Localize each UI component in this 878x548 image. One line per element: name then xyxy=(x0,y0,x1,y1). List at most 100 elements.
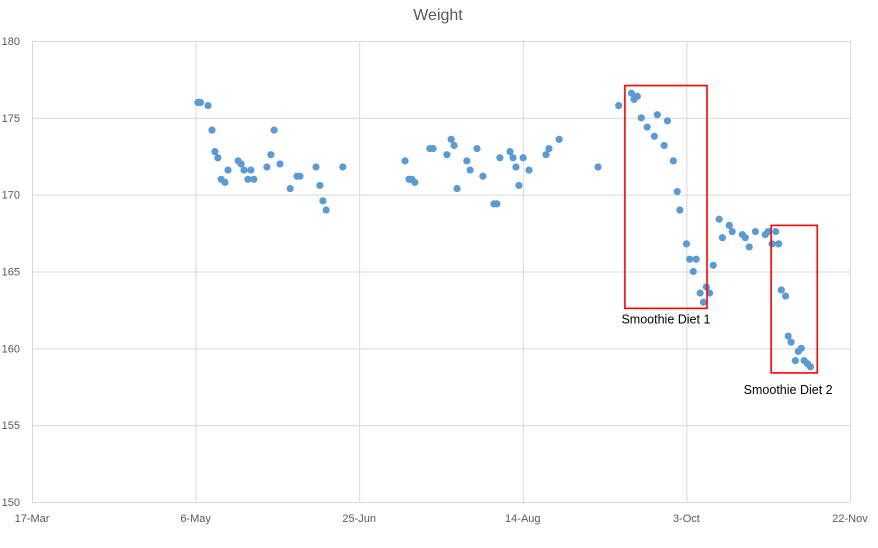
chart-title: Weight xyxy=(413,7,463,24)
y-tick-label: 165 xyxy=(2,267,20,279)
annotations: Smoothie Diet 1 Smoothie Diet 2 xyxy=(621,84,833,397)
y-tick-label: 150 xyxy=(2,497,20,509)
data-point xyxy=(447,135,455,143)
x-tick-label: 17-Mar xyxy=(15,513,50,525)
x-tick-label: 3-Oct xyxy=(673,513,700,525)
y-tick-label: 175 xyxy=(2,113,20,125)
data-point xyxy=(637,114,645,122)
data-point xyxy=(781,292,790,300)
data-point xyxy=(692,255,700,263)
data-point xyxy=(709,261,717,269)
data-point xyxy=(267,151,275,159)
data-point xyxy=(728,227,736,236)
data-point xyxy=(627,89,636,97)
data-point xyxy=(411,178,419,186)
data-point xyxy=(686,255,694,263)
data-point xyxy=(706,289,714,297)
data-point xyxy=(725,221,733,229)
data-point xyxy=(741,234,749,242)
data-point xyxy=(204,101,212,110)
data-point xyxy=(443,151,451,159)
data-point xyxy=(429,144,437,153)
data-point xyxy=(466,166,474,174)
x-tick-label: 25-Jun xyxy=(342,513,376,525)
data-point xyxy=(493,200,501,208)
data-point xyxy=(479,172,487,180)
x-tick-label: 22-Nov xyxy=(832,513,868,525)
data-point xyxy=(322,206,330,214)
annotation-box xyxy=(770,224,819,374)
data-point xyxy=(316,181,324,190)
data-point xyxy=(463,157,471,165)
data-point xyxy=(784,332,792,340)
data-point xyxy=(450,141,458,150)
data-point xyxy=(643,123,651,131)
x-tick-label: 14-Aug xyxy=(505,513,540,525)
data-point xyxy=(718,234,726,242)
data-point xyxy=(453,184,461,193)
data-point xyxy=(777,286,785,294)
data-point xyxy=(519,154,527,162)
y-tick-label: 170 xyxy=(2,190,20,202)
data-point xyxy=(237,160,245,168)
data-point xyxy=(806,363,815,371)
data-point xyxy=(319,197,327,205)
data-point xyxy=(506,148,514,156)
data-point xyxy=(673,187,681,196)
data-point xyxy=(545,144,553,153)
data-point xyxy=(196,98,205,107)
data-point xyxy=(263,163,271,171)
data-point xyxy=(312,163,320,171)
data-point xyxy=(542,151,550,159)
annotation-label: Smoothie Diet 1 xyxy=(621,312,710,326)
data-point xyxy=(286,184,294,193)
data-point xyxy=(401,157,409,165)
data-point xyxy=(594,163,602,171)
data-point xyxy=(653,111,661,119)
data-point xyxy=(211,148,219,156)
y-tick-label: 160 xyxy=(2,343,20,355)
data-point xyxy=(751,227,760,236)
data-point xyxy=(214,154,222,162)
data-point xyxy=(689,267,697,276)
data-point xyxy=(240,166,248,174)
data-point xyxy=(715,215,723,223)
data-point xyxy=(660,141,668,150)
gridlines xyxy=(32,41,851,503)
data-point xyxy=(745,243,753,251)
data-point xyxy=(525,166,533,174)
data-point xyxy=(787,338,795,346)
data-point xyxy=(650,132,658,140)
data-point xyxy=(221,178,229,186)
data-point xyxy=(797,344,805,352)
data-point xyxy=(515,181,523,190)
tick-labels: 150 155 160 165 170 175 180 17-Mar 6-May 25-Jun 14… xyxy=(2,36,869,525)
data-point xyxy=(296,172,304,180)
data-point xyxy=(775,240,783,248)
data-point xyxy=(473,144,481,153)
data-point xyxy=(615,101,623,110)
data-point xyxy=(555,135,563,143)
x-tick-label: 6-May xyxy=(180,513,211,525)
data-points xyxy=(194,89,815,371)
data-point xyxy=(270,126,278,134)
data-point xyxy=(663,117,672,125)
y-tick-label: 155 xyxy=(2,420,20,432)
data-point xyxy=(496,154,504,162)
data-point xyxy=(633,92,641,100)
data-point xyxy=(247,166,255,174)
data-point xyxy=(244,175,252,183)
data-point xyxy=(764,227,772,236)
data-point xyxy=(208,126,216,134)
data-point xyxy=(772,227,780,236)
data-point xyxy=(699,298,708,306)
data-point xyxy=(509,154,517,162)
data-point xyxy=(682,240,691,248)
data-point xyxy=(512,163,520,171)
data-point xyxy=(276,160,284,168)
data-point xyxy=(791,357,799,365)
data-point xyxy=(669,157,677,165)
data-point xyxy=(339,163,347,171)
data-point xyxy=(250,175,258,183)
